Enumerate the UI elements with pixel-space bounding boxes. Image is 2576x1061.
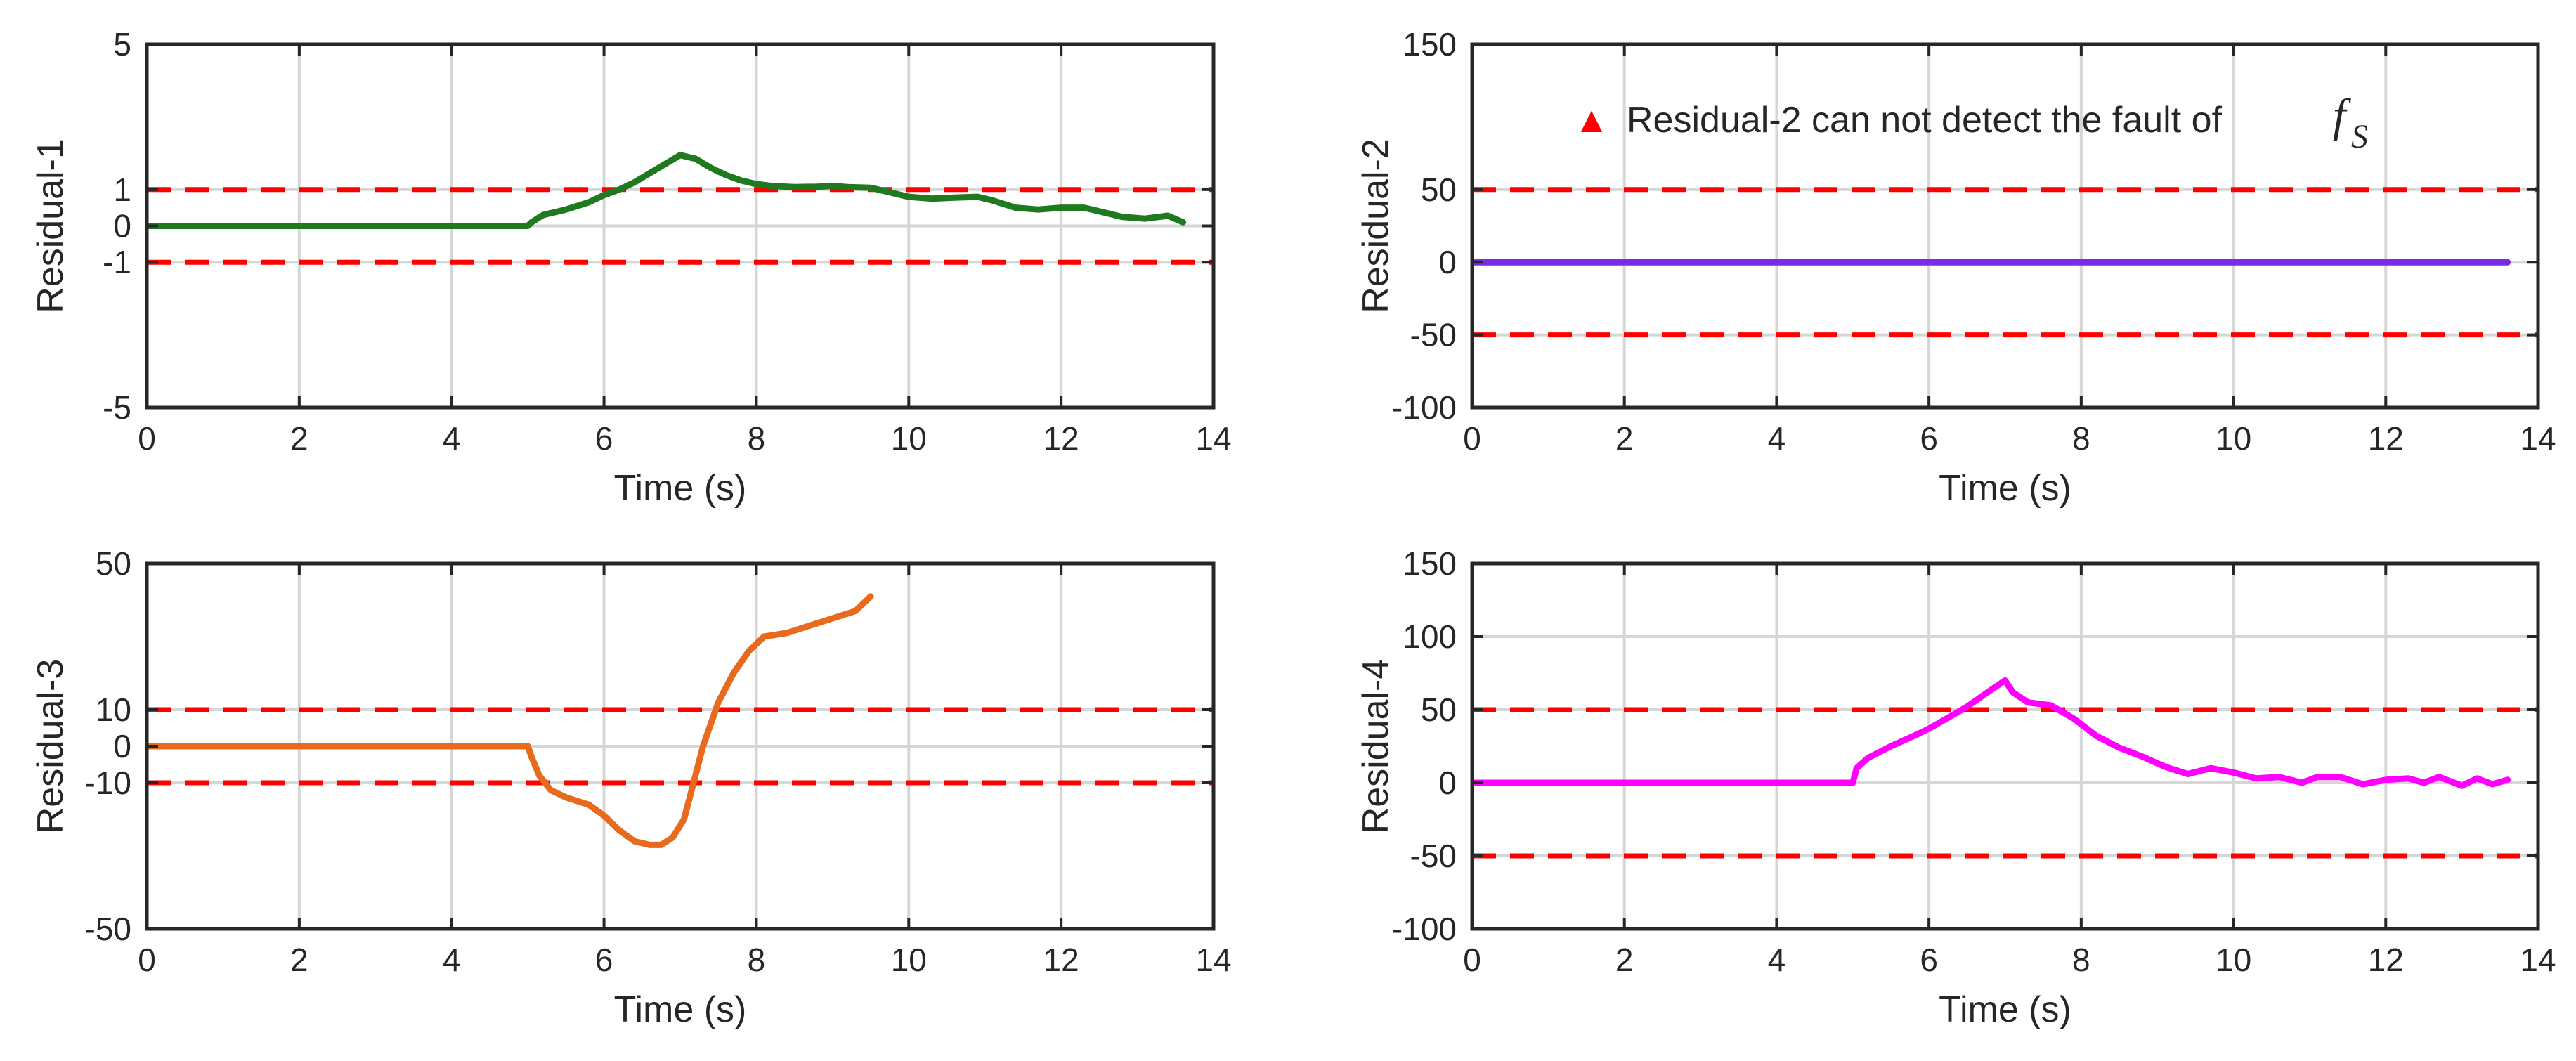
- y-tick-label: -10: [85, 764, 131, 801]
- x-tick-label: 14: [1195, 942, 1231, 978]
- x-tick-label: 0: [138, 420, 156, 457]
- y-tick-label: -5: [103, 389, 131, 426]
- x-axis-label: Time (s): [614, 989, 747, 1030]
- series-line-residual-4: [1472, 677, 2511, 789]
- y-tick-label: -100: [1392, 911, 1457, 947]
- y-tick-label: -100: [1392, 389, 1457, 426]
- x-tick-label: 4: [1768, 420, 1786, 457]
- y-tick-label: 50: [1421, 691, 1457, 728]
- y-tick-label: 50: [96, 545, 131, 582]
- y-axis-label: Residual-4: [1355, 659, 1396, 834]
- x-tick-label: 2: [1615, 942, 1634, 978]
- x-tick-label: 10: [2216, 942, 2251, 978]
- y-tick-label: 5: [113, 26, 131, 63]
- subplot-4: 0 2 4 6 8 10 12 14 -100 -50 0 50 100 150 Time (s) Resid…: [1355, 545, 2556, 1030]
- annotation-math-subscript: S: [2351, 118, 2368, 155]
- y-tick-label: 150: [1403, 26, 1457, 63]
- y-tick-label: 50: [1421, 171, 1457, 208]
- y-axis-label: Residual-3: [30, 659, 71, 834]
- x-tick-label: 0: [1463, 942, 1481, 978]
- subplot-2: 0 2 4 6 8 10 12 14 -100 -50 0 50 150 Time (s) Residual…: [1355, 26, 2556, 509]
- x-tick-label: 6: [1920, 942, 1938, 978]
- y-tick-label: -50: [1410, 838, 1457, 874]
- x-tick-label: 2: [290, 942, 308, 978]
- y-tick-label: -50: [1410, 317, 1457, 353]
- x-axis-label: Time (s): [1939, 989, 2071, 1030]
- x-tick-label: 6: [1920, 420, 1938, 457]
- x-tick-label: 8: [2072, 942, 2090, 978]
- x-tick-label: 0: [138, 942, 156, 978]
- x-tick-label: 6: [595, 420, 613, 457]
- y-tick-label: 100: [1403, 618, 1457, 655]
- x-tick-label: 10: [891, 942, 927, 978]
- x-tick-label: 12: [1043, 420, 1079, 457]
- annotation-math-symbol: f: [2333, 90, 2351, 141]
- y-tick-label: 150: [1403, 545, 1457, 582]
- axes-box: [1470, 561, 2540, 931]
- x-tick-label: 12: [2368, 420, 2404, 457]
- x-tick-label: 2: [290, 420, 308, 457]
- y-tick-label: 10: [96, 691, 131, 728]
- y-tick-label: 0: [1438, 244, 1457, 280]
- y-tick-label: 0: [1438, 764, 1457, 801]
- x-tick-label: 6: [595, 942, 613, 978]
- x-tick-label: 12: [2368, 942, 2404, 978]
- y-axis-label: Residual-2: [1355, 138, 1396, 313]
- x-tick-label: 8: [748, 942, 766, 978]
- series-line-residual-1: [147, 152, 1187, 229]
- y-tick-label: -50: [85, 911, 131, 947]
- x-tick-label: 8: [748, 420, 766, 457]
- y-tick-label: 0: [113, 208, 131, 245]
- x-axis-label: Time (s): [614, 468, 747, 509]
- x-tick-label: 4: [443, 420, 461, 457]
- y-tick-label: 0: [113, 728, 131, 764]
- series-line-residual-3: [147, 593, 874, 848]
- y-tick-label: -1: [103, 244, 131, 280]
- y-tick-label: 1: [113, 171, 131, 208]
- x-tick-label: 10: [2216, 420, 2251, 457]
- annotation-text: Residual-2 can not detect the fault of: [1627, 100, 2223, 141]
- y-axis-label: Residual-1: [30, 138, 71, 313]
- annotation-marker: ▲: [1573, 100, 1609, 141]
- x-tick-label: 0: [1463, 420, 1481, 457]
- x-tick-label: 4: [443, 942, 461, 978]
- x-tick-label: 14: [1195, 420, 1231, 457]
- x-tick-label: 14: [2520, 942, 2556, 978]
- x-tick-label: 12: [1043, 942, 1079, 978]
- x-tick-label: 10: [891, 420, 927, 457]
- x-axis-label: Time (s): [1939, 468, 2071, 509]
- x-tick-label: 4: [1768, 942, 1786, 978]
- x-tick-label: 14: [2520, 420, 2556, 457]
- axes-box: [1470, 42, 2540, 410]
- x-tick-label: 8: [2072, 420, 2090, 457]
- x-tick-label: 2: [1615, 420, 1634, 457]
